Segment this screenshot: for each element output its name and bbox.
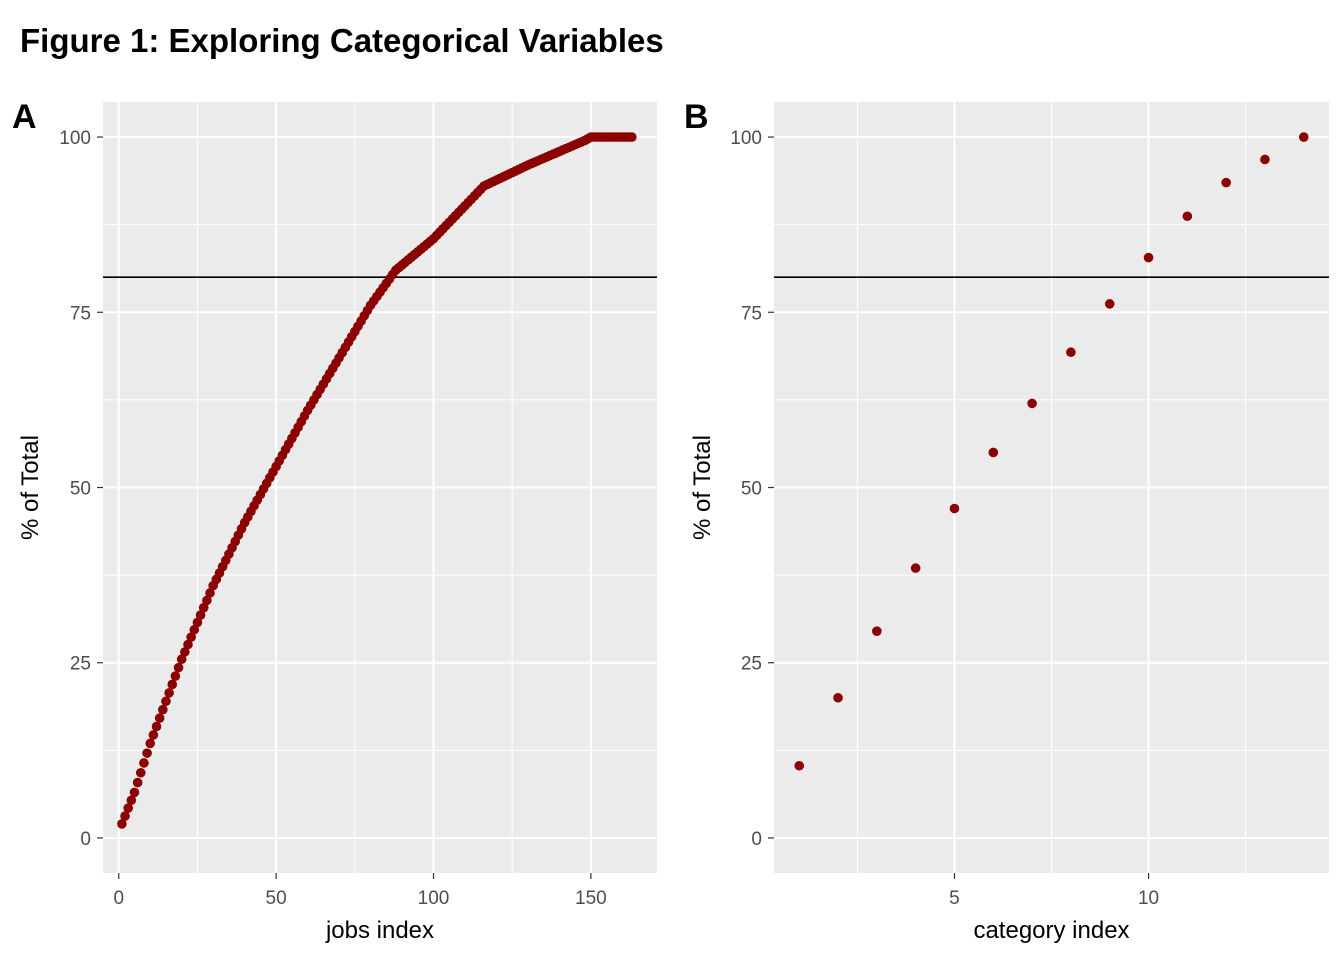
data-point [949,503,960,514]
data-point [164,688,174,698]
data-point [126,795,137,806]
data-point [192,617,203,628]
data-point [158,704,168,715]
y-tick-label: 75 [70,303,91,324]
data-point [139,758,149,768]
data-point [132,777,143,788]
data-point [205,588,215,598]
y-tick-label: 100 [730,128,762,149]
y-tick-label: 50 [70,479,91,500]
panel-b: 0 25 50 75 100 5 10 category index % of Total B [684,98,1329,944]
y-tick-label: 0 [751,829,762,850]
data-point [794,760,805,771]
y-tick-label: 0 [80,829,91,850]
data-point [183,639,193,650]
x-tick-label: 0 [113,888,124,909]
data-point [1143,252,1154,263]
data-point [872,626,882,636]
y-tick-label: 25 [70,654,91,675]
data-point [910,563,921,573]
data-point [135,767,146,778]
data-point [1298,132,1309,142]
data-point [173,662,184,673]
y-tick-label: 25 [741,654,762,675]
data-point [161,696,171,707]
data-point [123,803,133,813]
x-tick-label: 10 [1138,888,1159,909]
data-point [148,730,159,740]
data-point [1221,177,1231,188]
figure-title: Figure 1: Exploring Categorical Variable… [20,22,664,59]
data-point [1066,347,1076,358]
data-point [120,811,130,821]
data-point [129,787,140,798]
data-point [202,595,212,606]
panel-a: 0 25 50 75 100 0 50 100 150 jobs index % of Total A [12,98,657,944]
panel-tag: B [684,98,709,136]
data-point [186,632,196,642]
data-point [198,602,209,613]
data-point [154,713,165,723]
data-point [833,692,843,703]
x-tick-label: 5 [949,888,960,909]
y-axis-title: % of Total [17,435,44,540]
x-axis-title: category index [973,917,1129,944]
x-axis-title: jobs index [325,917,434,944]
x-tick-label: 150 [575,888,607,909]
data-point [170,671,181,681]
data-point [151,721,162,732]
y-tick-label: 100 [59,128,91,149]
data-point [1182,211,1193,222]
data-point [117,819,127,829]
x-tick-label: 50 [266,888,287,909]
data-point [145,738,156,749]
data-point [988,447,999,458]
x-tick-label: 100 [418,888,450,909]
data-point [195,610,206,620]
data-point [176,654,187,665]
data-point [627,132,637,142]
data-point [180,647,190,657]
y-tick-label: 50 [741,479,762,500]
data-point [1027,398,1037,409]
y-axis-title: % of Total [689,435,716,540]
y-tick-label: 75 [741,303,762,324]
data-point [1260,154,1270,165]
data-point [142,748,152,758]
data-point [189,624,200,635]
panel-tag: A [12,98,37,136]
data-point [167,679,178,690]
data-point [1104,299,1115,309]
